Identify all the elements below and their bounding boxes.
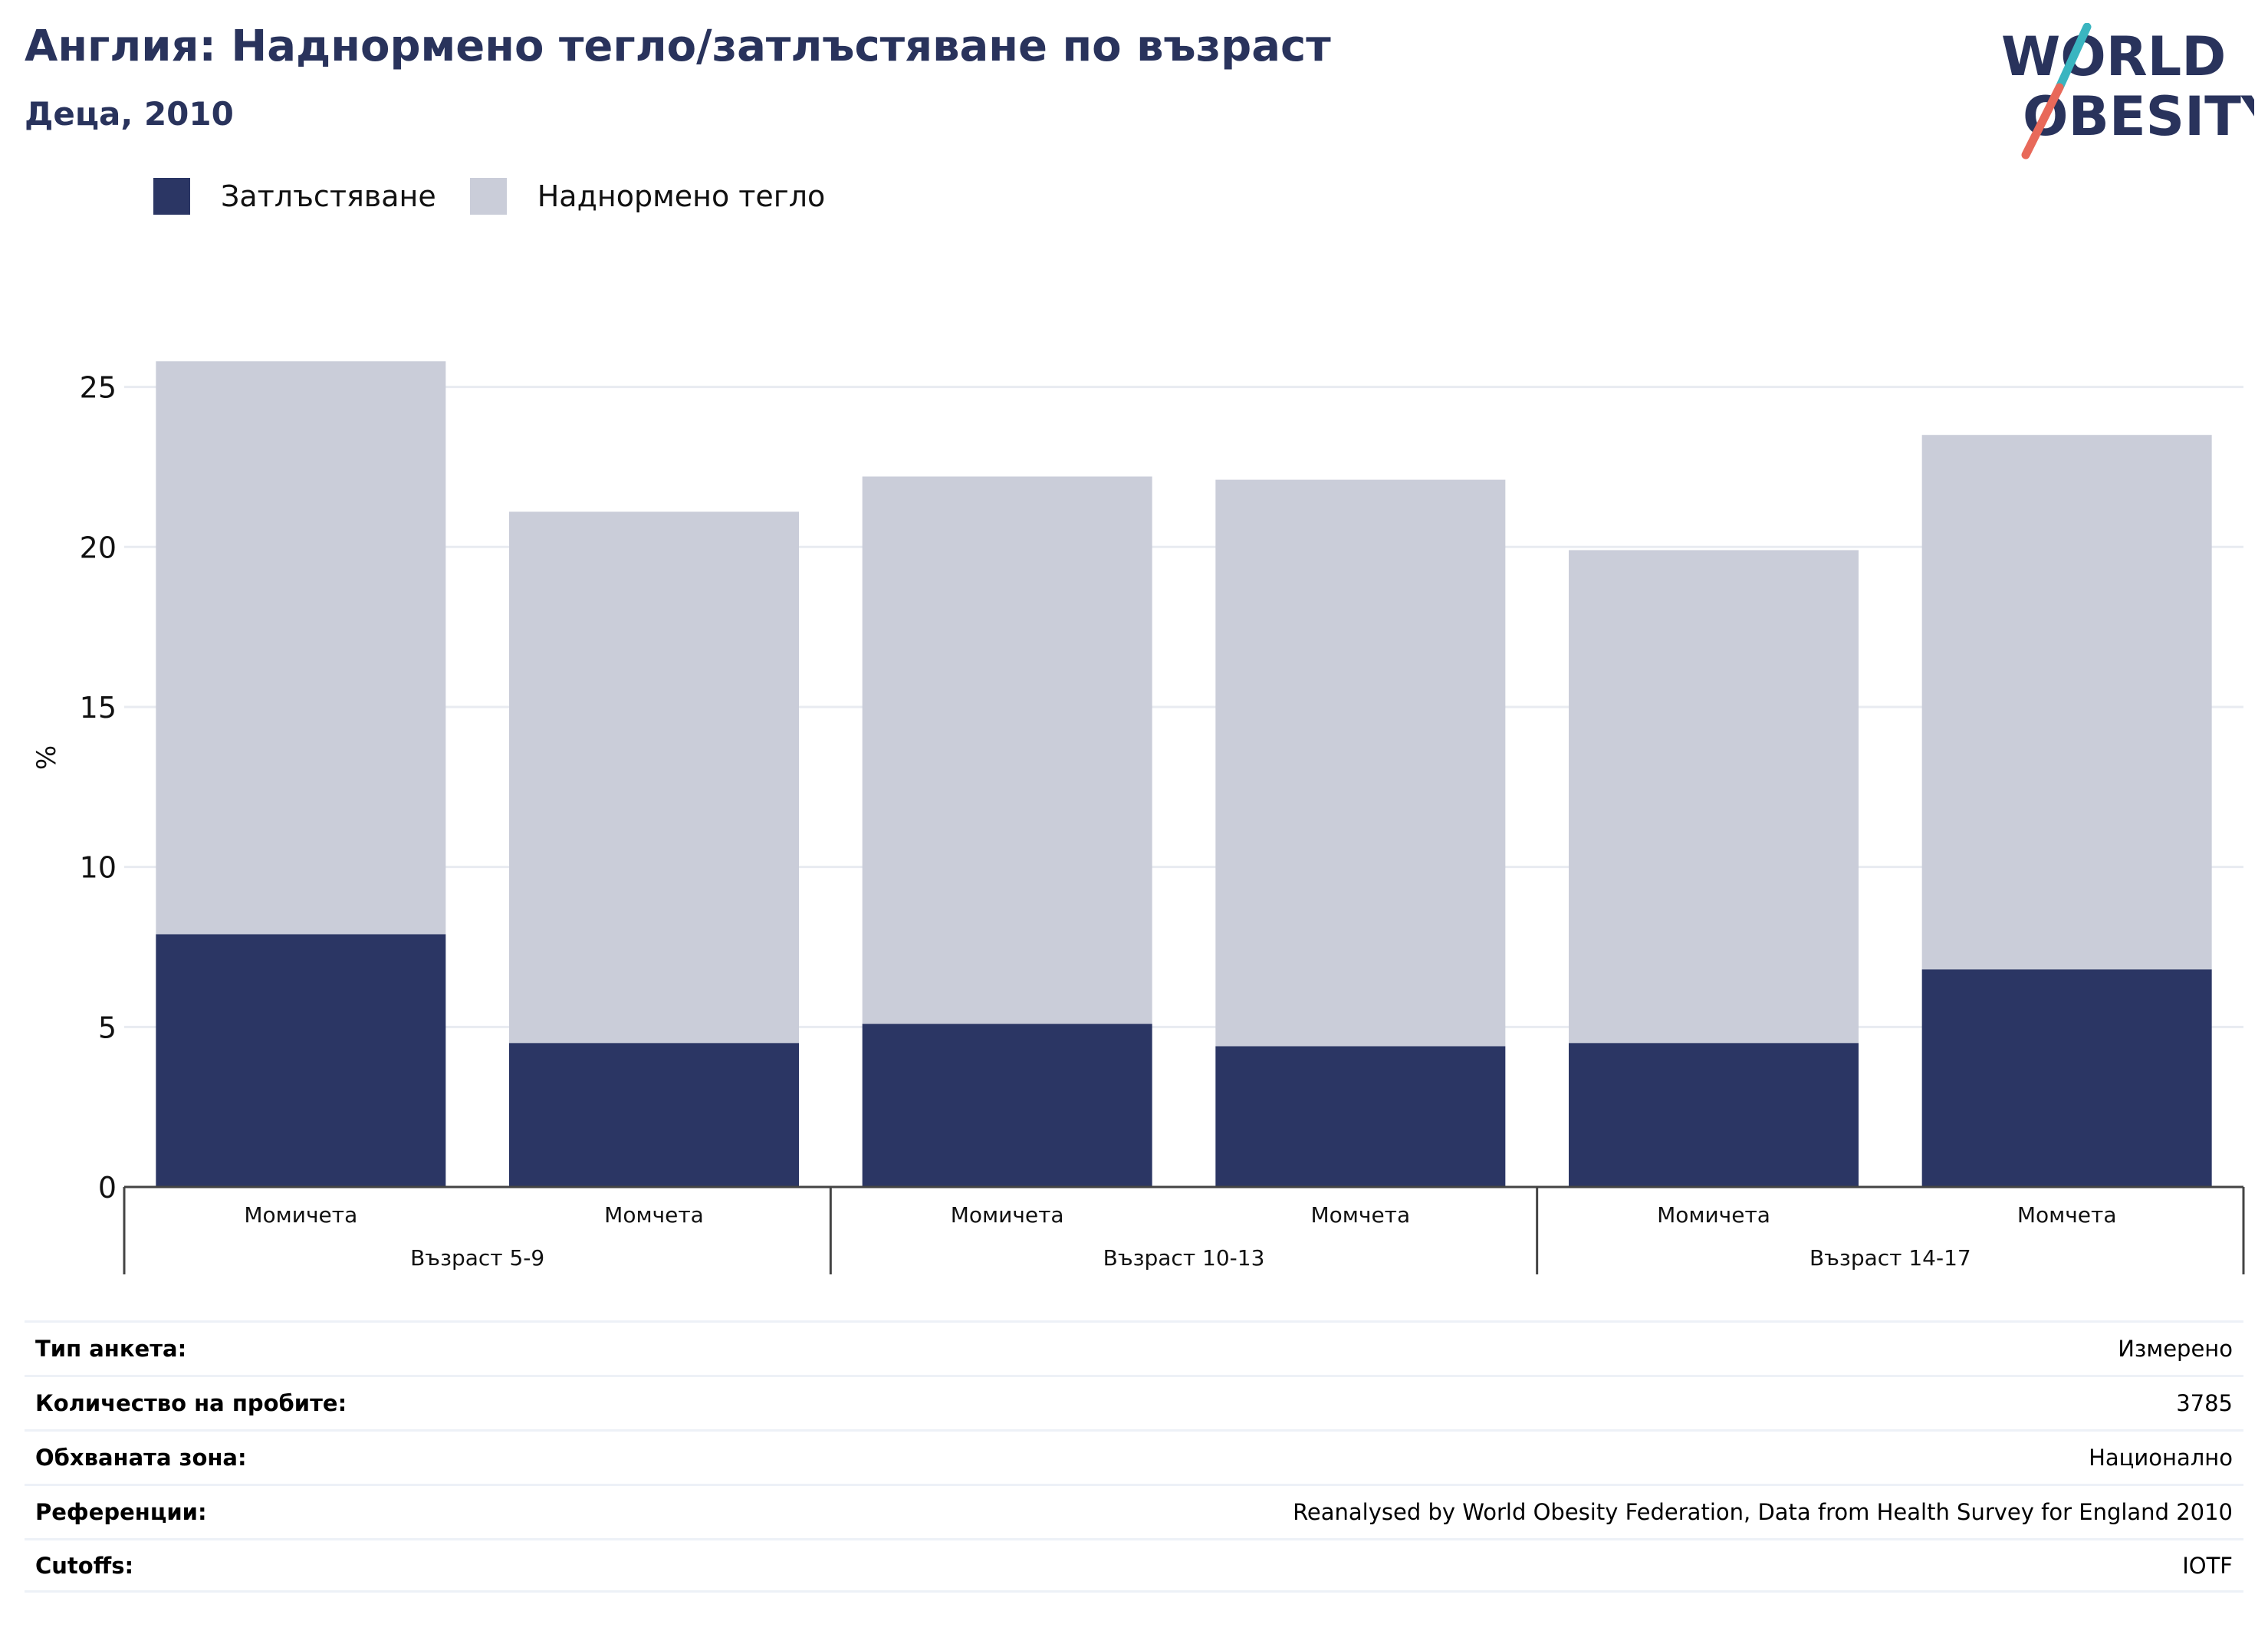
y-tick-label: 0 bbox=[98, 1171, 117, 1205]
bar-overweight bbox=[156, 361, 446, 935]
group-label: Възраст 10-13 bbox=[1103, 1245, 1265, 1271]
bar-obesity bbox=[509, 1043, 799, 1187]
info-row-references: Референции: Reanalysed by World Obesity … bbox=[25, 1484, 2243, 1538]
legend-item-overweight[interactable]: Наднормено тегло bbox=[469, 178, 826, 215]
x-tick-label: Момичета bbox=[1657, 1202, 1770, 1228]
logo-slash-top bbox=[2055, 23, 2092, 92]
bar-overweight bbox=[1215, 479, 1506, 1047]
bar-obesity bbox=[156, 934, 446, 1187]
legend-item-obesity[interactable]: Затлъстяване bbox=[153, 178, 436, 215]
legend-label-overweight: Наднормено тегло bbox=[537, 179, 826, 213]
logo-word-obesity: OBESITY bbox=[2023, 85, 2254, 148]
x-tick-label: Момичета bbox=[244, 1202, 357, 1228]
info-value-cutoffs: IOTF bbox=[2182, 1552, 2233, 1579]
y-tick-label: 15 bbox=[80, 691, 117, 725]
bar-obesity bbox=[862, 1024, 1152, 1187]
bar-obesity bbox=[1215, 1046, 1506, 1187]
bar-overweight bbox=[862, 476, 1152, 1024]
stacked-bar-chart: 0 5 10 15 20 25% Момичета Момчета Момичета Момчет… bbox=[31, 361, 2245, 1274]
info-row-sample-size: Количество на пробите: 3785 bbox=[25, 1375, 2243, 1429]
logo-slash-bottom bbox=[2021, 83, 2064, 159]
survey-info-table: Тип анкета: Измерено Количество на проби… bbox=[25, 1320, 2243, 1593]
info-row-survey-type: Тип анкета: Измерено bbox=[25, 1320, 2243, 1375]
x-tick-label: Момчета bbox=[604, 1202, 704, 1228]
bar-overweight bbox=[509, 511, 799, 1044]
info-value-coverage-area: Национално bbox=[2089, 1445, 2233, 1471]
group-label: Възраст 14-17 bbox=[1809, 1245, 1971, 1271]
y-tick-label: 20 bbox=[80, 531, 117, 564]
y-axis-label: % bbox=[31, 745, 62, 770]
legend-label-obesity: Затлъстяване bbox=[221, 179, 436, 213]
x-tick-label: Момчета bbox=[2017, 1202, 2117, 1228]
logo-word-world: WORLD bbox=[2001, 25, 2226, 88]
bar-obesity bbox=[1921, 969, 2212, 1187]
info-label-coverage-area: Обхваната зона: bbox=[35, 1445, 247, 1471]
y-tick-label: 5 bbox=[98, 1011, 117, 1044]
group-label: Възраст 5-9 bbox=[410, 1245, 544, 1271]
y-tick-label: 25 bbox=[80, 371, 117, 405]
bar-overweight bbox=[1921, 435, 2212, 970]
info-label-sample-size: Количество на пробите: bbox=[35, 1390, 347, 1416]
info-value-sample-size: 3785 bbox=[2176, 1390, 2233, 1416]
bar-overweight bbox=[1569, 550, 1859, 1044]
x-tick-label: Момчета bbox=[1311, 1202, 1411, 1228]
world-obesity-logo: WORLD OBESITY bbox=[2001, 23, 2254, 159]
bar-obesity bbox=[1569, 1043, 1859, 1187]
chart-legend: Затлъстяване Наднормено тегло bbox=[153, 176, 859, 216]
chart-title: Англия: Наднормено тегло/затлъстяване по… bbox=[25, 21, 1331, 71]
info-label-references: Референции: bbox=[35, 1499, 207, 1525]
info-row-cutoffs: Cutoffs: IOTF bbox=[25, 1538, 2243, 1593]
y-tick-label: 10 bbox=[80, 851, 117, 885]
info-value-references: Reanalysed by World Obesity Federation, … bbox=[1293, 1499, 2233, 1525]
info-row-coverage-area: Обхваната зона: Национално bbox=[25, 1429, 2243, 1484]
legend-swatch-obesity bbox=[153, 178, 190, 215]
x-tick-label: Момичета bbox=[951, 1202, 1064, 1228]
info-value-survey-type: Измерено bbox=[2118, 1336, 2233, 1362]
info-label-cutoffs: Cutoffs: bbox=[35, 1552, 134, 1579]
chart-subtitle: Деца, 2010 bbox=[25, 95, 234, 133]
info-label-survey-type: Тип анкета: bbox=[35, 1336, 187, 1362]
legend-swatch-overweight bbox=[469, 178, 507, 215]
